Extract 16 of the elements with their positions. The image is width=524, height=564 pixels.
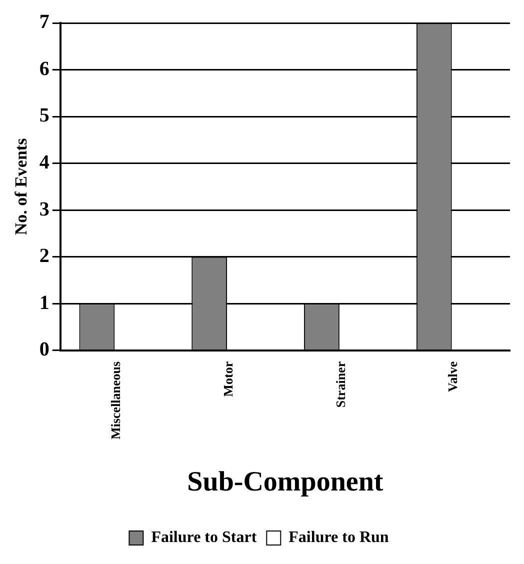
x-axis-title: Sub-Component	[187, 466, 384, 498]
y-tick-label: 7	[39, 11, 50, 34]
y-tick-label: 0	[39, 338, 50, 361]
y-tick-label: 4	[39, 151, 50, 174]
y-axis-title: No. of Events	[12, 138, 31, 236]
x-tick-label: Valve	[445, 361, 460, 392]
y-tick-label: 3	[39, 198, 50, 220]
y-tick-label: 2	[39, 245, 50, 268]
y-tick-label: 5	[39, 104, 50, 127]
legend-label: Failure to Run	[288, 529, 389, 546]
legend-label: Failure to Start	[151, 529, 258, 546]
y-tick-label: 6	[39, 58, 50, 80]
x-tick-label: Motor	[220, 361, 236, 397]
x-tick-label: Miscellaneous	[108, 361, 123, 440]
x-tick-label: Strainer	[332, 361, 348, 408]
y-tick-label: 1	[39, 292, 50, 314]
